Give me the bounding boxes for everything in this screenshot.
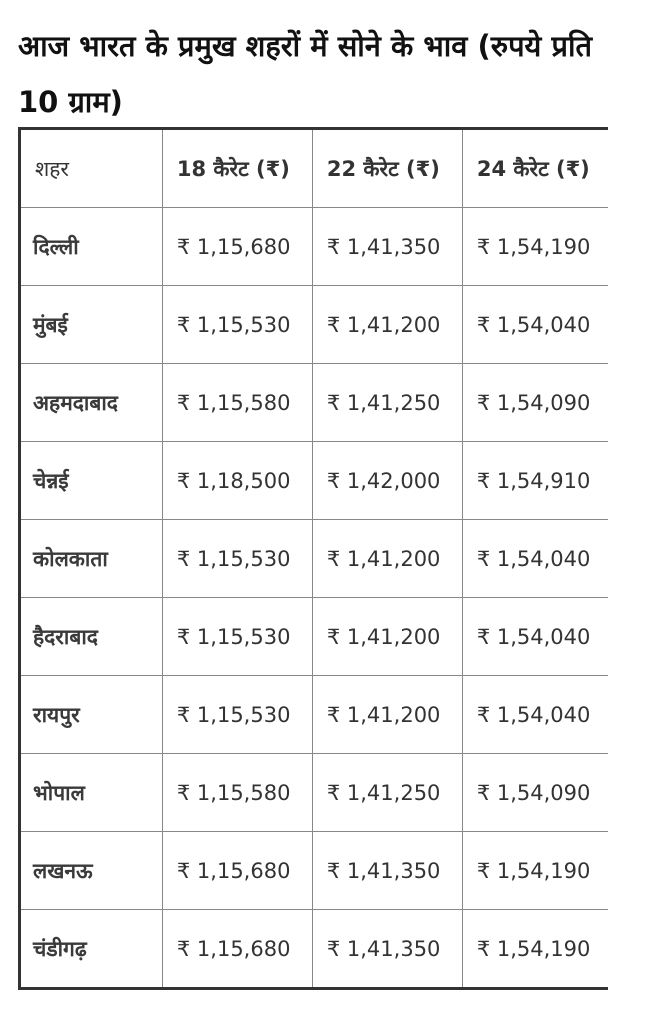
price-22k-cell: ₹ 1,41,350 [311,831,463,910]
city-cell: भोपाल [19,753,163,832]
table-row: लखनऊ ₹ 1,15,680 ₹ 1,41,350 ₹ 1,54,190 [19,831,608,910]
header-24-carat: 24 कैरेट (₹) [461,128,608,208]
header-22-carat: 22 कैरेट (₹) [311,128,463,208]
price-18k-cell: ₹ 1,15,680 [161,909,313,989]
price-22k-cell: ₹ 1,41,200 [311,597,463,676]
city-cell: दिल्ली [19,207,163,286]
price-22k-cell: ₹ 1,41,200 [311,285,463,364]
table-row: चेन्नई ₹ 1,18,500 ₹ 1,42,000 ₹ 1,54,910 [19,441,608,520]
price-24k-cell: ₹ 1,54,090 [461,753,608,832]
price-22k-cell: ₹ 1,42,000 [311,441,463,520]
price-22k-cell: ₹ 1,41,250 [311,753,463,832]
city-cell: रायपुर [19,675,163,754]
price-24k-cell: ₹ 1,54,040 [461,675,608,754]
price-18k-cell: ₹ 1,15,680 [161,207,313,286]
table-row: दिल्ली ₹ 1,15,680 ₹ 1,41,350 ₹ 1,54,190 [19,207,608,286]
price-24k-cell: ₹ 1,54,040 [461,285,608,364]
price-22k-cell: ₹ 1,41,200 [311,519,463,598]
city-cell: मुंबई [19,285,163,364]
price-18k-cell: ₹ 1,15,530 [161,519,313,598]
price-24k-cell: ₹ 1,54,090 [461,363,608,442]
table-row: अहमदाबाद ₹ 1,15,580 ₹ 1,41,250 ₹ 1,54,090 [19,363,608,442]
table-header-row: शहर 18 कैरेट (₹) 22 कैरेट (₹) 24 कैरेट (… [19,128,608,208]
page-title: आज भारत के प्रमुख शहरों में सोने के भाव … [18,29,593,119]
city-cell: अहमदाबाद [19,363,163,442]
price-18k-cell: ₹ 1,15,530 [161,285,313,364]
city-cell: कोलकाता [19,519,163,598]
city-cell: चेन्नई [19,441,163,520]
table-row: कोलकाता ₹ 1,15,530 ₹ 1,41,200 ₹ 1,54,040 [19,519,608,598]
price-18k-cell: ₹ 1,15,580 [161,363,313,442]
price-18k-cell: ₹ 1,15,680 [161,831,313,910]
gold-price-table: शहर 18 कैरेट (₹) 22 कैरेट (₹) 24 कैरेट (… [18,127,608,990]
price-24k-cell: ₹ 1,54,190 [461,831,608,910]
price-24k-cell: ₹ 1,54,040 [461,597,608,676]
price-22k-cell: ₹ 1,41,350 [311,909,463,989]
price-24k-cell: ₹ 1,54,190 [461,207,608,286]
price-24k-cell: ₹ 1,54,190 [461,909,608,989]
price-24k-cell: ₹ 1,54,910 [461,441,608,520]
city-cell: हैदराबाद [19,597,163,676]
table-row: रायपुर ₹ 1,15,530 ₹ 1,41,200 ₹ 1,54,040 [19,675,608,754]
table-row: हैदराबाद ₹ 1,15,530 ₹ 1,41,200 ₹ 1,54,040 [19,597,608,676]
price-18k-cell: ₹ 1,15,580 [161,753,313,832]
price-24k-cell: ₹ 1,54,040 [461,519,608,598]
price-18k-cell: ₹ 1,18,500 [161,441,313,520]
price-18k-cell: ₹ 1,15,530 [161,675,313,754]
header-18-carat: 18 कैरेट (₹) [161,128,313,208]
price-22k-cell: ₹ 1,41,250 [311,363,463,442]
table-row: भोपाल ₹ 1,15,580 ₹ 1,41,250 ₹ 1,54,090 [19,753,608,832]
header-city: शहर [19,128,163,208]
city-cell: चंडीगढ़ [19,909,163,989]
city-cell: लखनऊ [19,831,163,910]
table-row: मुंबई ₹ 1,15,530 ₹ 1,41,200 ₹ 1,54,040 [19,285,608,364]
price-22k-cell: ₹ 1,41,350 [311,207,463,286]
price-22k-cell: ₹ 1,41,200 [311,675,463,754]
table-row: चंडीगढ़ ₹ 1,15,680 ₹ 1,41,350 ₹ 1,54,190 [19,909,608,989]
price-18k-cell: ₹ 1,15,530 [161,597,313,676]
